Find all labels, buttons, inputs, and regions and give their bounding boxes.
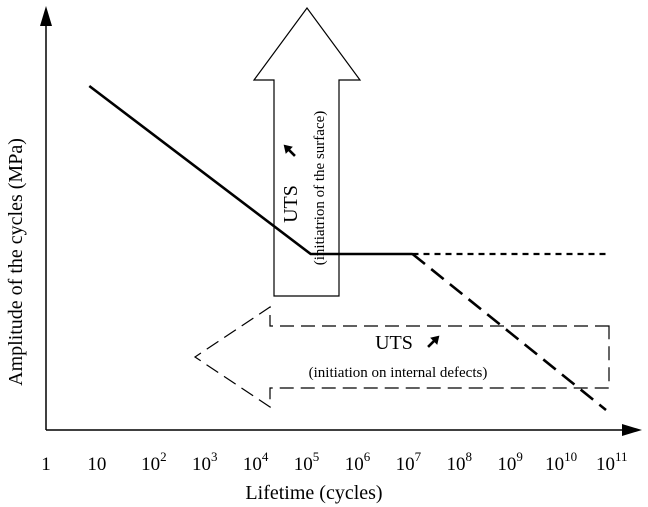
x-tick-exponent: 8: [466, 449, 473, 464]
x-tick-label: 10 3: [192, 449, 218, 475]
axes: [40, 6, 642, 436]
up-right-arrow-icon: [427, 335, 440, 348]
x-tick-label: 10 5: [294, 449, 320, 475]
x-tick-base: 10: [294, 454, 313, 475]
up-right-arrow-icon: [283, 144, 296, 157]
x-tick-exponent: 7: [415, 449, 422, 464]
x-tick-base: 10: [596, 454, 615, 475]
annotation-surface: UTS (initiatrion of the surface): [252, 6, 362, 297]
x-tick-label: 10 7: [396, 449, 422, 475]
series-layer: [88, 84, 607, 412]
x-tick-base: 10: [545, 454, 564, 475]
x-tick-exponent: 2: [160, 449, 167, 464]
x-tick-exponent: 6: [364, 449, 371, 464]
x-tick-label: 10 4: [243, 449, 269, 475]
x-tick-label: 10 9: [497, 449, 523, 475]
x-axis-label: Lifetime (cycles): [245, 482, 382, 504]
x-axis-arrow: [622, 424, 642, 436]
x-tick-labels: 1 10 10 2 10 3 10 4 10 5 10 6 10 7 10 8 10 9 10 10 10 11: [41, 449, 627, 475]
x-tick-base: 10: [141, 454, 160, 475]
x-tick-base: 10: [396, 454, 415, 475]
x-tick-exponent: 4: [262, 449, 269, 464]
surface-up-arrow-shape: [252, 6, 362, 297]
surface-annotation-title: UTS: [280, 185, 302, 223]
x-tick-base: 10: [497, 454, 516, 475]
x-tick-label: 1: [41, 454, 51, 475]
x-tick-label: 10 2: [141, 449, 167, 475]
surface-annotation-subtitle: (initiatrion of the surface): [312, 111, 328, 266]
y-axis-arrow: [40, 6, 52, 26]
annotation-internal: UTS (initiation on internal defects): [193, 305, 610, 409]
x-tick-exponent: 11: [615, 449, 628, 464]
internal-annotation-title: UTS: [375, 332, 413, 354]
y-axis-label: Amplitude of the cycles (MPa): [5, 138, 27, 386]
x-tick-label: 10: [87, 454, 106, 475]
internal-annotation-subtitle: (initiation on internal defects): [309, 365, 488, 381]
x-tick-base: 10: [345, 454, 364, 475]
x-tick-exponent: 3: [211, 449, 218, 464]
x-tick-base: 10: [447, 454, 466, 475]
x-tick-base: 10: [192, 454, 211, 475]
internal-left-arrow-shape: [193, 305, 610, 409]
x-tick-label: 10 6: [345, 449, 371, 475]
series-solid-line: [88, 84, 413, 256]
x-tick-base: 10: [243, 454, 262, 475]
x-tick-base: 1: [41, 454, 51, 475]
x-tick-exponent: 5: [313, 449, 320, 464]
x-tick-label: 10 8: [447, 449, 473, 475]
x-tick-base: 10: [87, 454, 106, 475]
x-tick-exponent: 9: [516, 449, 523, 464]
x-tick-exponent: 10: [564, 449, 577, 464]
x-tick-label: 10 11: [596, 449, 628, 475]
series-dashed-line: [411, 252, 607, 412]
x-tick-label: 10 10: [545, 449, 577, 475]
